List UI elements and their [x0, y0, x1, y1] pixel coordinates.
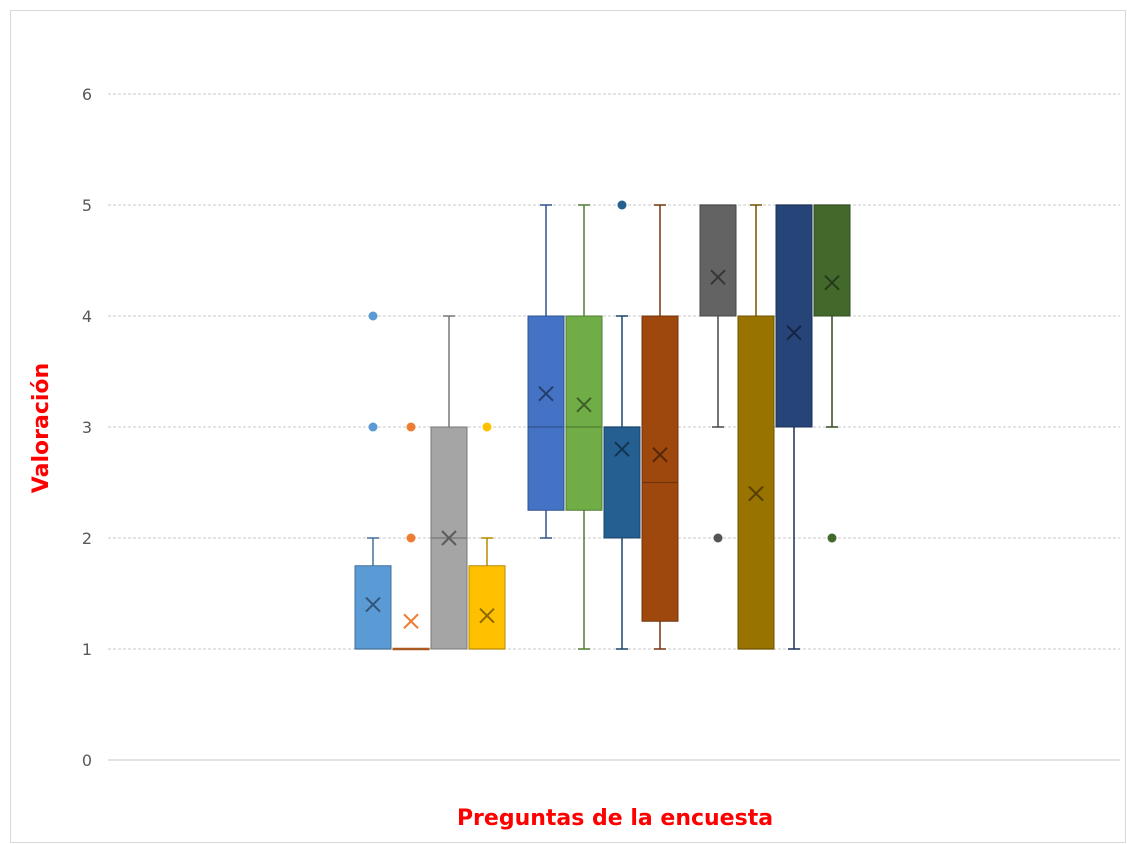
box-series: [354, 200, 851, 651]
y-tick-label: 2: [82, 529, 92, 548]
mean-marker: [479, 607, 495, 624]
y-tick-label: 3: [82, 418, 92, 437]
outlier-point: [827, 533, 837, 543]
outlier-point: [482, 422, 492, 432]
outlier-point: [406, 533, 416, 543]
mean-marker: [652, 447, 668, 463]
y-tick-label: 5: [82, 196, 92, 215]
mean-marker: [748, 485, 764, 502]
box: [603, 426, 641, 539]
mean-marker: [786, 324, 802, 341]
y-tick-label: 6: [82, 85, 92, 104]
box-series-10: [737, 204, 775, 650]
box: [354, 565, 392, 650]
box-series-6: [565, 204, 603, 650]
box-series-9: [699, 204, 737, 543]
mean-marker: [576, 397, 592, 413]
outlier-point: [368, 311, 378, 321]
outlier-point: [368, 422, 378, 432]
box: [737, 315, 775, 650]
box: [699, 204, 737, 317]
box: [813, 204, 851, 317]
box-series-4: [468, 422, 506, 650]
box-series-2: [392, 422, 430, 651]
box-series-7: [603, 200, 641, 650]
box: [468, 565, 506, 650]
mean-marker: [614, 441, 630, 457]
outlier-point: [713, 533, 723, 543]
box-series-3: [430, 315, 468, 650]
y-tick-label: 1: [82, 640, 92, 659]
y-axis-title: Valoración: [29, 363, 54, 493]
mean-marker: [710, 269, 726, 285]
mean-marker: [403, 613, 419, 629]
box-series-8: [641, 204, 679, 650]
outlier-point: [617, 200, 627, 210]
x-axis-title: Preguntas de la encuesta: [457, 806, 773, 831]
box: [775, 204, 813, 428]
box-series-5: [527, 204, 565, 539]
box: [641, 315, 679, 622]
y-tick-label: 0: [82, 751, 92, 770]
mean-marker: [824, 274, 840, 291]
mean-marker: [441, 530, 457, 546]
outlier-point: [406, 422, 416, 432]
mean-marker: [538, 385, 554, 402]
box-series-1: [354, 311, 392, 650]
y-axis-ticks: 0 1 2 3 4 5 6: [82, 85, 92, 770]
box: [565, 315, 603, 511]
box: [527, 315, 565, 511]
y-tick-label: 4: [82, 307, 92, 326]
box-series-11: [775, 204, 813, 650]
box-series-12: [813, 204, 851, 543]
mean-marker: [365, 596, 381, 613]
